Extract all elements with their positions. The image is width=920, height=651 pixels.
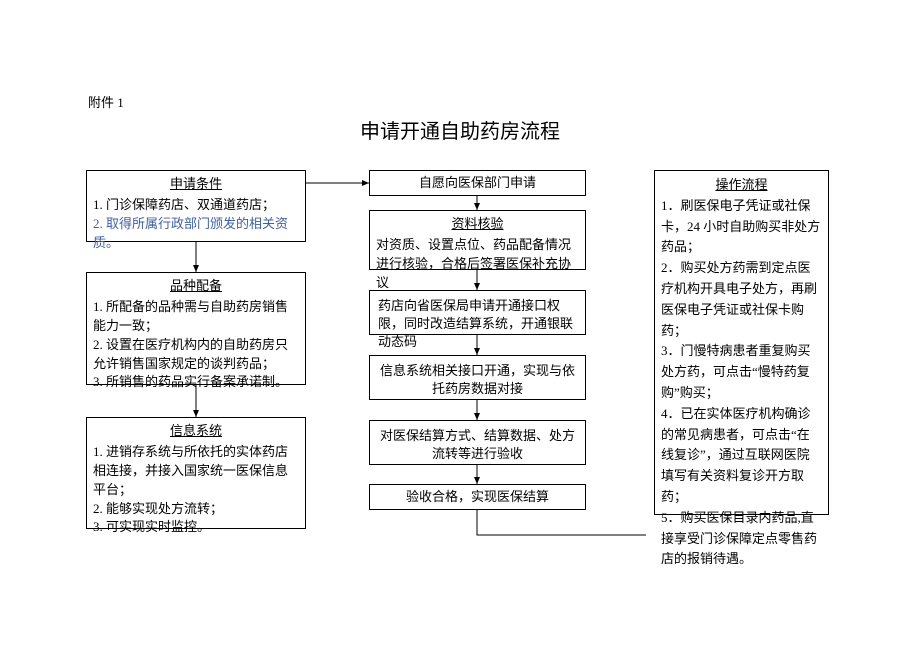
- box-verify-body: 对资质、设置点位、药品配备情况进行核验，合格后签署医保补充协议: [370, 234, 585, 295]
- op-item-1: 1．刷医保电子凭证或社保卡，24 小时自助购买非处方药品；: [661, 196, 822, 258]
- op-item-2: 2．购买处方药需到定点医疗机构开具电子处方，再刷医保电子凭证或社保卡购药；: [661, 258, 822, 341]
- inf-item-1: 1. 进销存系统与所依托的实体药店相连接，并接入国家统一医保信息平台；: [93, 443, 299, 500]
- op-item-3: 3．门慢特病患者重复购买处方药，可点击“慢特药复购”购买；: [661, 341, 822, 403]
- box-conditions-body: 1. 门诊保障药店、双通道药店； 2. 取得所属行政部门颁发的相关资质。: [87, 194, 305, 255]
- box-check: 对医保结算方式、结算数据、处方流转等进行验收: [369, 420, 586, 465]
- cond-item-2: 2. 取得所属行政部门颁发的相关资质。: [93, 215, 299, 253]
- attachment-label: 附件 1: [88, 92, 124, 111]
- box-infosys: 信息系统 1. 进销存系统与所依托的实体药店相连接，并接入国家统一医保信息平台；…: [86, 417, 306, 529]
- box-variety-body: 1. 所配备的品种需与自助药房销售能力一致； 2. 设置在医疗机构内的自助药房只…: [87, 296, 305, 394]
- inf-item-2: 2. 能够实现处方流转；: [93, 500, 299, 519]
- inf-item-3: 3. 可实现实时监控。: [93, 518, 299, 537]
- box-apply: 自愿向医保部门申请: [369, 170, 586, 196]
- operation-panel: 操作流程 1．刷医保电子凭证或社保卡，24 小时自助购买非处方药品； 2．购买处…: [654, 170, 829, 515]
- box-accept: 验收合格，实现医保结算: [369, 484, 586, 510]
- box-conditions: 申请条件 1. 门诊保障药店、双通道药店； 2. 取得所属行政部门颁发的相关资质…: [86, 170, 306, 242]
- box-infosys-body: 1. 进销存系统与所依托的实体药店相连接，并接入国家统一医保信息平台； 2. 能…: [87, 441, 305, 539]
- flowchart-container: 申请条件 1. 门诊保障药店、双通道药店； 2. 取得所属行政部门颁发的相关资质…: [86, 155, 856, 635]
- box-conditions-header: 申请条件: [87, 171, 305, 194]
- page-title: 申请开通自助药房流程: [0, 115, 920, 144]
- box-interface: 药店向省医保局申请开通接口权限，同时改造结算系统，开通银联动态码: [369, 290, 586, 335]
- var-item-1: 1. 所配备的品种需与自助药房销售能力一致；: [93, 298, 299, 336]
- box-verify-header: 资料核验: [370, 211, 585, 234]
- box-verify: 资料核验 对资质、设置点位、药品配备情况进行核验，合格后签署医保补充协议: [369, 210, 586, 270]
- box-variety-header: 品种配备: [87, 273, 305, 296]
- operation-panel-title: 操作流程: [661, 175, 822, 196]
- op-item-5: 5．购买医保目录内药品,直接享受门诊保障定点零售药店的报销待遇。: [661, 508, 822, 570]
- box-connect: 信息系统相关接口开通，实现与依托药房数据对接: [369, 355, 586, 400]
- cond-item-1: 1. 门诊保障药店、双通道药店；: [93, 196, 299, 215]
- op-item-4: 4．已在实体医疗机构确诊的常见病患者，可点击“在线复诊”，通过互联网医院填写有关…: [661, 404, 822, 508]
- var-item-2: 2. 设置在医疗机构内的自助药房只允许销售国家规定的谈判药品；: [93, 336, 299, 374]
- box-variety: 品种配备 1. 所配备的品种需与自助药房销售能力一致； 2. 设置在医疗机构内的…: [86, 272, 306, 385]
- box-infosys-header: 信息系统: [87, 418, 305, 441]
- var-item-3: 3. 所销售的药品实行备案承诺制。: [93, 373, 299, 392]
